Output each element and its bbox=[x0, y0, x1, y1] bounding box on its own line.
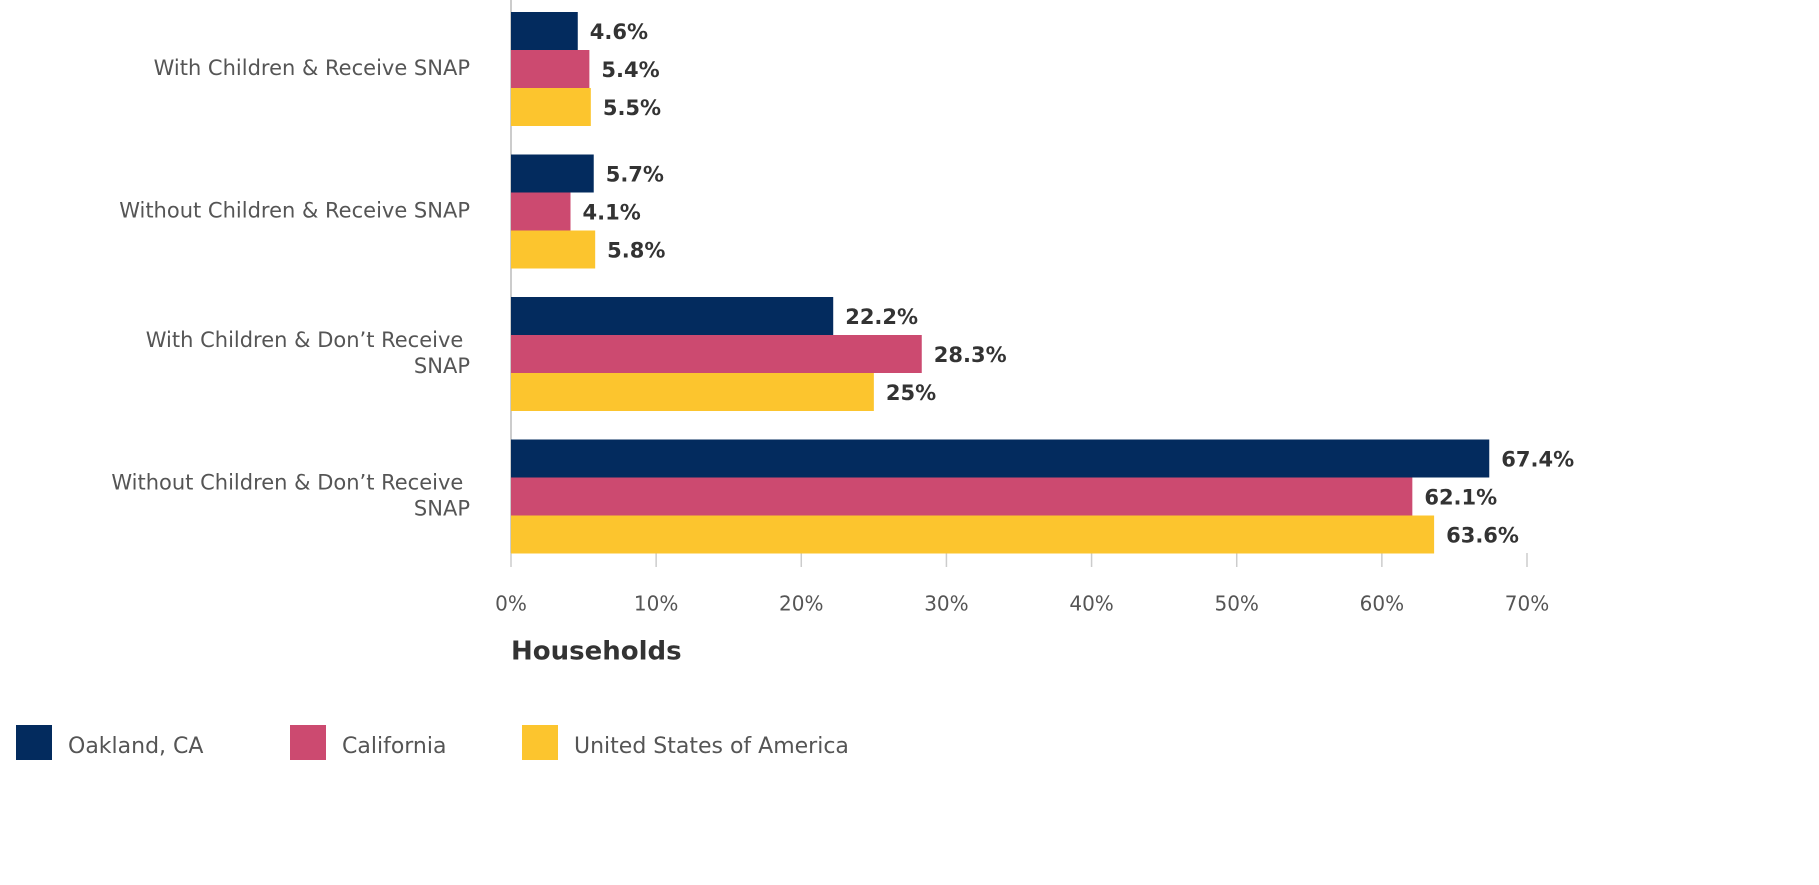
legend-label: California bbox=[342, 734, 446, 759]
bar bbox=[511, 12, 578, 50]
value-label: 4.6% bbox=[590, 20, 648, 44]
x-tick-label: 20% bbox=[779, 592, 823, 616]
value-label: 5.8% bbox=[607, 239, 665, 263]
bar bbox=[511, 88, 591, 126]
x-tick-label: 30% bbox=[924, 592, 968, 616]
bar bbox=[511, 192, 571, 231]
bar bbox=[511, 297, 834, 335]
legend-swatch bbox=[522, 725, 558, 760]
legend-swatch bbox=[290, 725, 326, 760]
value-label: 62.1% bbox=[1424, 486, 1497, 510]
bar bbox=[511, 439, 1490, 478]
x-tick-label: 70% bbox=[1505, 592, 1549, 616]
x-tick-label: 50% bbox=[1214, 592, 1258, 616]
bar bbox=[511, 515, 1435, 554]
bar bbox=[511, 335, 922, 373]
x-tick-label: 60% bbox=[1360, 592, 1404, 616]
value-label: 25% bbox=[886, 381, 936, 405]
value-label: 4.1% bbox=[583, 201, 641, 225]
value-label: 5.5% bbox=[603, 96, 661, 120]
x-tick-label: 10% bbox=[634, 592, 678, 616]
bar bbox=[511, 230, 596, 269]
value-label: 67.4% bbox=[1501, 448, 1574, 472]
bar bbox=[511, 50, 590, 88]
x-axis-title: Households bbox=[511, 637, 682, 667]
value-label: 5.7% bbox=[606, 163, 664, 187]
x-tick-label: 0% bbox=[495, 592, 527, 616]
bar bbox=[511, 373, 874, 411]
legend-swatch bbox=[16, 725, 52, 760]
x-tick-label: 40% bbox=[1069, 592, 1113, 616]
bar bbox=[511, 154, 594, 193]
value-label: 28.3% bbox=[934, 343, 1007, 367]
category-label: With Children & Receive SNAP bbox=[154, 56, 470, 80]
bar bbox=[511, 477, 1413, 516]
value-label: 5.4% bbox=[601, 58, 659, 82]
legend-label: Oakland, CA bbox=[68, 734, 203, 759]
category-label: With Children & Don’t Receive SNAP bbox=[146, 328, 470, 378]
value-label: 22.2% bbox=[845, 305, 918, 329]
value-label: 63.6% bbox=[1446, 524, 1519, 548]
category-label: Without Children & Receive SNAP bbox=[119, 199, 470, 223]
legend-label: United States of America bbox=[574, 734, 849, 759]
category-label: Without Children & Don’t Receive SNAP bbox=[111, 471, 470, 521]
